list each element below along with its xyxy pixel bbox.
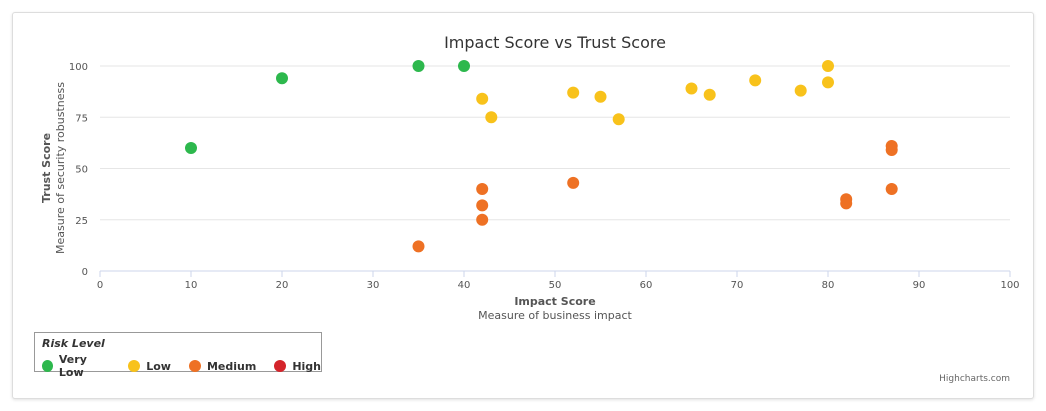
x-tick-label: 10 <box>185 280 198 291</box>
legend-label: Low <box>146 359 171 373</box>
y-axis-sublabel: Measure of security robustness <box>54 82 67 254</box>
data-point-low <box>749 74 762 87</box>
legend-item-medium[interactable]: Medium <box>188 353 257 379</box>
data-point-very-low <box>458 60 470 72</box>
legend-item-very-low[interactable]: Very Low <box>42 353 110 379</box>
data-point-medium <box>567 176 580 189</box>
x-tick-label: 50 <box>549 280 562 291</box>
legend-marker <box>42 360 53 372</box>
data-point-low <box>567 86 580 99</box>
y-tick-label: 100 <box>69 62 88 73</box>
x-tick-label: 30 <box>367 280 380 291</box>
x-tick-label: 80 <box>822 280 835 291</box>
x-tick-label: 60 <box>640 280 653 291</box>
legend: Risk Level Very Low Low Medium High <box>34 332 322 379</box>
data-point-medium <box>885 183 898 195</box>
y-tick-label: 25 <box>75 216 88 227</box>
data-point-medium <box>476 199 489 212</box>
x-axis-sublabel: Measure of business impact <box>478 309 632 322</box>
data-point-medium <box>476 213 489 226</box>
legend-label: Medium <box>206 359 257 373</box>
data-point-low <box>703 88 716 101</box>
legend-label: Very Low <box>58 353 87 379</box>
chart-title: Impact Score vs Trust Score <box>444 33 666 52</box>
x-axis-label: Impact Score <box>514 295 595 308</box>
data-point-low <box>794 84 807 97</box>
data-point-very-low <box>185 142 197 154</box>
x-tick-label: 40 <box>458 280 471 291</box>
data-point-low <box>822 60 834 72</box>
data-point-low <box>685 82 698 95</box>
y-tick-label: 0 <box>82 267 88 278</box>
x-tick-label: 100 <box>1000 280 1019 291</box>
data-point-low <box>822 76 834 89</box>
y-tick-label: 50 <box>75 165 88 176</box>
data-point-medium <box>840 197 853 210</box>
legend-item-high[interactable]: High <box>274 353 321 379</box>
data-point-medium <box>476 183 489 195</box>
data-point-medium <box>412 240 425 253</box>
x-tick-label: 70 <box>731 280 744 291</box>
data-point-medium <box>885 144 898 157</box>
highcharts-credit[interactable]: Highcharts.com <box>939 374 1010 384</box>
data-point-very-low <box>412 60 425 72</box>
y-axis-label: Trust Score <box>40 133 53 203</box>
x-tick-label: 0 <box>97 280 103 291</box>
x-tick-label: 90 <box>913 280 926 291</box>
data-point-low <box>476 92 489 105</box>
data-point-very-low <box>276 72 288 85</box>
legend-title: Risk Level <box>42 337 105 350</box>
legend-marker <box>274 360 287 372</box>
data-point-low <box>612 113 625 126</box>
data-point-low <box>594 90 607 103</box>
y-tick-label: 75 <box>75 113 88 124</box>
legend-item-low[interactable]: Low <box>128 353 171 379</box>
legend-marker <box>188 360 201 372</box>
legend-marker <box>128 360 141 372</box>
legend-label: High <box>292 359 321 373</box>
data-point-low <box>485 111 498 124</box>
x-tick-label: 20 <box>276 280 289 291</box>
